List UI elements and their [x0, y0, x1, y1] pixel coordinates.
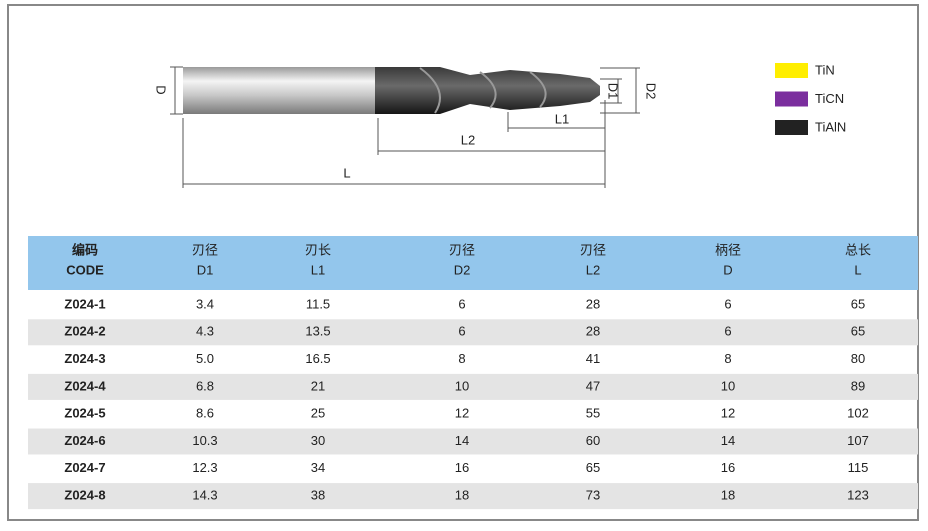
cell: 14 — [455, 433, 469, 448]
cell: 65 — [851, 324, 865, 339]
cell: 18 — [455, 488, 469, 503]
header-cell: CODE — [66, 262, 104, 277]
dim-label: D2 — [644, 83, 659, 100]
cell: 107 — [847, 433, 869, 448]
row-bg — [28, 373, 918, 400]
cell: 21 — [311, 378, 325, 393]
row-bg — [28, 483, 918, 510]
table-header-bg — [28, 236, 918, 290]
header-cell: D2 — [454, 262, 471, 277]
cell: 13.5 — [305, 324, 330, 339]
cell: 10 — [721, 378, 735, 393]
header-cell: 编码 — [72, 242, 98, 257]
cell: Z024-5 — [64, 406, 105, 421]
cell: 6.8 — [196, 378, 214, 393]
cell: 89 — [851, 378, 865, 393]
drill — [183, 67, 600, 114]
cell: 4.3 — [196, 324, 214, 339]
cell: 6 — [724, 296, 731, 311]
cell: 102 — [847, 406, 869, 421]
cell: Z024-1 — [64, 296, 105, 311]
cell: 28 — [586, 324, 600, 339]
cell: 14 — [721, 433, 735, 448]
header-cell: D — [723, 262, 732, 277]
header-cell: 刃径 — [449, 242, 475, 257]
cell: 14.3 — [192, 488, 217, 503]
cell: Z024-2 — [64, 324, 105, 339]
cell: 60 — [586, 433, 600, 448]
legend-swatch — [775, 120, 808, 135]
row-bg — [28, 428, 918, 455]
cell: 16.5 — [305, 351, 330, 366]
cell: 34 — [311, 460, 325, 475]
cell: 16 — [455, 460, 469, 475]
cell: 41 — [586, 351, 600, 366]
cell: Z024-4 — [64, 378, 106, 393]
cell: 18 — [721, 488, 735, 503]
cell: 25 — [311, 406, 325, 421]
legend-label: TiAlN — [815, 119, 846, 134]
cell: Z024-8 — [64, 488, 105, 503]
header-cell: 总长 — [845, 242, 871, 257]
cell: 6 — [724, 324, 731, 339]
cell: 11.5 — [306, 296, 330, 311]
cell: 28 — [586, 296, 600, 311]
header-cell: 刃径 — [192, 242, 218, 257]
cell: 12.3 — [192, 460, 217, 475]
dim-label: L — [343, 165, 350, 180]
cell: 5.0 — [196, 351, 214, 366]
header-cell: 刃长 — [305, 242, 331, 257]
cell: 3.4 — [196, 296, 214, 311]
dim-label: D — [154, 85, 169, 94]
cell: Z024-6 — [64, 433, 105, 448]
cell: Z024-7 — [64, 460, 105, 475]
row-bg — [28, 319, 918, 346]
dim-label: L2 — [461, 132, 475, 147]
header-cell: 刃径 — [580, 242, 606, 257]
cell: 6 — [458, 324, 465, 339]
cell: 73 — [586, 488, 600, 503]
legend-swatch — [775, 91, 808, 107]
dim-label: D1 — [606, 83, 621, 100]
cell: 8 — [724, 351, 731, 366]
cell: 115 — [848, 460, 869, 475]
cell: 80 — [851, 351, 865, 366]
cell: 10 — [455, 378, 469, 393]
header-cell: 柄径 — [715, 242, 741, 257]
cell: 8.6 — [196, 406, 214, 421]
cell: 6 — [458, 296, 465, 311]
header-cell: L1 — [311, 262, 325, 277]
cell: 55 — [586, 406, 600, 421]
cell: 47 — [586, 378, 600, 393]
header-cell: D1 — [197, 262, 214, 277]
dim-label: L1 — [555, 111, 569, 126]
cell: 8 — [458, 351, 465, 366]
header-cell: L2 — [586, 262, 600, 277]
cell: 38 — [311, 488, 325, 503]
legend-label: TiN — [815, 62, 835, 77]
cell: 12 — [721, 406, 735, 421]
cell: 12 — [455, 406, 469, 421]
cell: Z024-3 — [64, 351, 105, 366]
legend-swatch — [775, 63, 808, 78]
dimensions — [170, 66, 640, 188]
cell: 123 — [847, 488, 869, 503]
cell: 65 — [586, 460, 600, 475]
header-cell: L — [854, 262, 861, 277]
legend-label: TiCN — [815, 91, 844, 106]
cell: 16 — [721, 460, 735, 475]
cell: 65 — [851, 296, 865, 311]
cell: 10.3 — [192, 433, 217, 448]
cell: 30 — [311, 433, 325, 448]
